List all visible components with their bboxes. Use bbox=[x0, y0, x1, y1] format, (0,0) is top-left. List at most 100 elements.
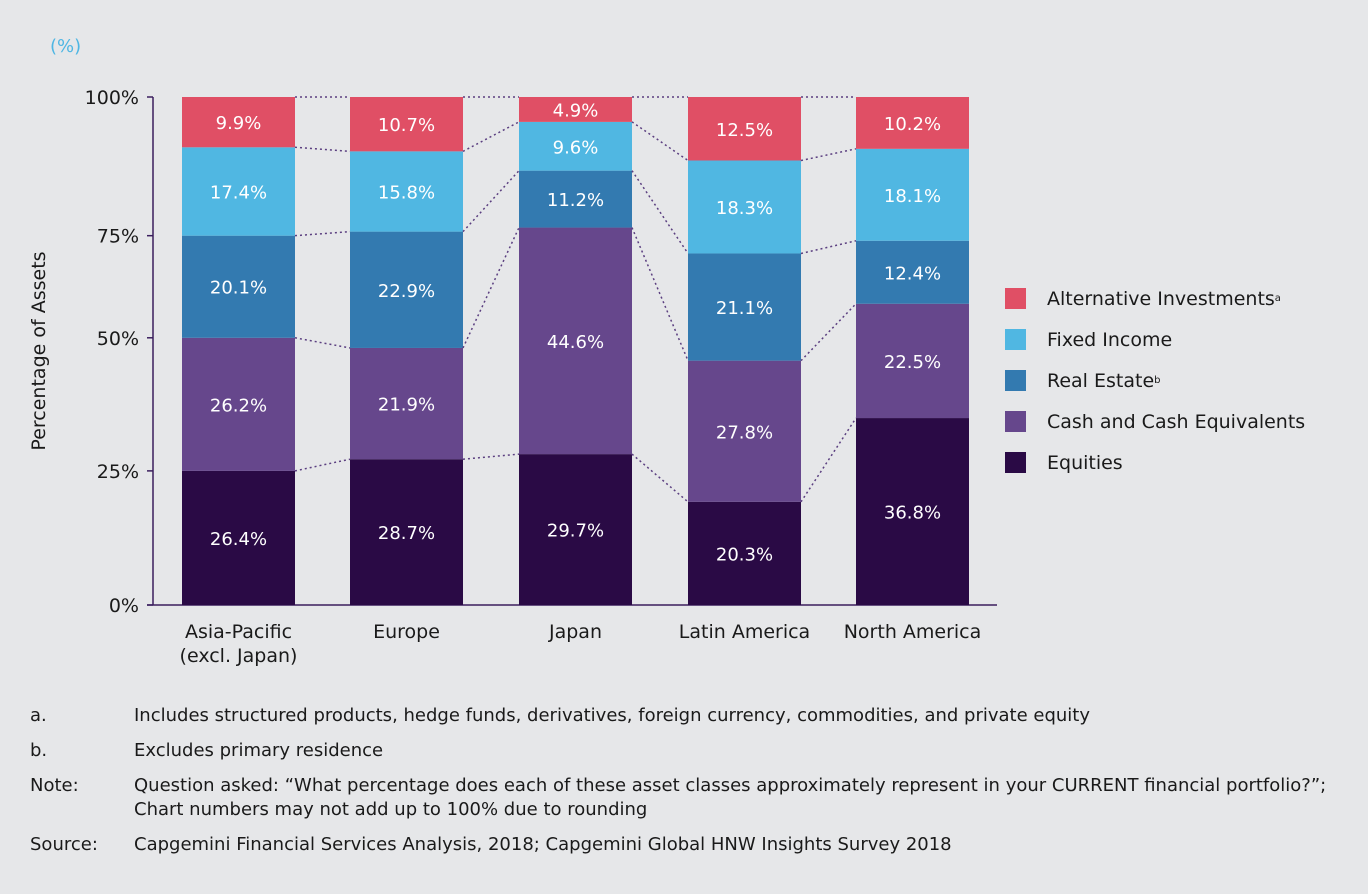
bar-segment bbox=[688, 160, 801, 254]
footnote-source: Source: Capgemini Financial Services Anal… bbox=[30, 833, 1334, 857]
connector-line bbox=[800, 240, 857, 255]
bar-segment bbox=[856, 418, 969, 605]
connector-line bbox=[631, 170, 689, 254]
data-label: 36.8% bbox=[884, 503, 941, 524]
connector-line bbox=[631, 453, 689, 503]
connector-line bbox=[800, 303, 857, 362]
y-tick-label: 50% bbox=[97, 328, 139, 350]
bar-segment bbox=[519, 170, 632, 228]
x-tick-label: Asia-Pacific bbox=[185, 621, 292, 643]
bar-segment bbox=[350, 151, 463, 232]
connector-line bbox=[462, 453, 520, 460]
bar-segment bbox=[519, 454, 632, 605]
bar-segment bbox=[350, 459, 463, 605]
footnotes: a. Includes structured products, hedge fu… bbox=[30, 704, 1334, 868]
bar-segment bbox=[350, 347, 463, 460]
connector-line bbox=[462, 121, 520, 153]
legend-swatch bbox=[1005, 329, 1026, 350]
legend-label: Alternative Investments bbox=[1047, 287, 1275, 310]
data-label: 21.1% bbox=[716, 298, 773, 319]
connector-line bbox=[800, 148, 857, 162]
footnote-a: a. Includes structured products, hedge fu… bbox=[30, 704, 1334, 728]
legend-item-real-estate: Real Estate b bbox=[1005, 360, 1305, 401]
data-label: 22.5% bbox=[884, 352, 941, 373]
connector-line bbox=[631, 121, 689, 162]
data-label: 9.6% bbox=[553, 137, 599, 158]
data-label: 22.9% bbox=[378, 281, 435, 302]
footnote-text: Excludes primary residence bbox=[134, 740, 384, 761]
data-label: 29.7% bbox=[547, 521, 604, 542]
data-label: 10.2% bbox=[884, 114, 941, 135]
data-label: 4.9% bbox=[553, 100, 599, 121]
footnote-b: b. Excludes primary residence bbox=[30, 739, 1334, 763]
bar-segment bbox=[182, 337, 295, 471]
legend-label: Cash and Cash Equivalents bbox=[1047, 410, 1306, 433]
footnote-key: Note: bbox=[30, 775, 79, 796]
data-label: 17.4% bbox=[210, 182, 267, 203]
connector-line bbox=[462, 227, 520, 349]
connector-line bbox=[294, 458, 351, 472]
y-tick-label: 100% bbox=[85, 87, 139, 109]
data-label: 18.1% bbox=[884, 186, 941, 207]
bar-segment bbox=[350, 231, 463, 348]
legend-sup: b bbox=[1154, 375, 1161, 386]
footnote-note: Note: Question asked: “What percentage do… bbox=[30, 774, 1334, 822]
y-tick-label: 0% bbox=[109, 595, 139, 617]
footnote-key: Source: bbox=[30, 834, 98, 855]
y-tick-label: 75% bbox=[97, 226, 139, 248]
legend-label: Real Estate bbox=[1047, 369, 1155, 392]
bar-segment bbox=[350, 97, 463, 152]
legend-item-cash: Cash and Cash Equivalents bbox=[1005, 401, 1305, 442]
data-label: 44.6% bbox=[547, 332, 604, 353]
bar-segment bbox=[688, 253, 801, 361]
x-tick-label: Japan bbox=[548, 621, 602, 643]
data-label: 9.9% bbox=[216, 113, 262, 134]
footnote-text: Capgemini Financial Services Analysis, 2… bbox=[134, 834, 952, 855]
data-label: 26.4% bbox=[210, 529, 267, 550]
legend-sup: a bbox=[1274, 293, 1281, 304]
legend-swatch bbox=[1005, 288, 1026, 309]
data-label: 11.2% bbox=[547, 190, 604, 211]
legend-item-fixed-income: Fixed Income bbox=[1005, 319, 1305, 360]
bar-segment bbox=[856, 240, 969, 304]
bar-segment bbox=[688, 97, 801, 161]
legend-swatch bbox=[1005, 452, 1026, 473]
y-axis-title: Percentage of Assets bbox=[28, 251, 50, 450]
data-label: 18.3% bbox=[716, 198, 773, 219]
data-label: 27.8% bbox=[716, 422, 773, 443]
bar-segment bbox=[182, 147, 295, 236]
bar-segment bbox=[688, 360, 801, 502]
bar-segment bbox=[519, 121, 632, 171]
legend: Alternative Investments a Fixed Income Re… bbox=[1005, 278, 1305, 483]
connector-line bbox=[631, 227, 689, 361]
x-tick-label: (excl. Japan) bbox=[180, 645, 298, 667]
connector-line bbox=[462, 170, 520, 233]
bar-segment bbox=[519, 97, 632, 122]
legend-item-equities: Equities bbox=[1005, 442, 1305, 483]
x-tick-label: North America bbox=[844, 621, 982, 643]
legend-swatch bbox=[1005, 411, 1026, 432]
x-tick-label: Latin America bbox=[679, 621, 810, 643]
bar-segment bbox=[856, 97, 969, 149]
footnote-text: Question asked: “What percentage does ea… bbox=[134, 775, 1327, 820]
bar-segment bbox=[856, 148, 969, 241]
bar-segment bbox=[182, 97, 295, 148]
x-tick-label: Europe bbox=[373, 621, 440, 643]
footnote-key: a. bbox=[30, 705, 47, 726]
data-label: 28.7% bbox=[378, 523, 435, 544]
bar-segment bbox=[856, 303, 969, 419]
data-label: 12.4% bbox=[884, 263, 941, 284]
connector-line bbox=[800, 417, 857, 503]
legend-item-alternative-investments: Alternative Investments a bbox=[1005, 278, 1305, 319]
stacked-bar-chart: 0% 25% 50% 75% 100% Percentage of Assets 26.4%… bbox=[28, 87, 997, 667]
data-label: 21.9% bbox=[378, 395, 435, 416]
footnote-text: Includes structured products, hedge fund… bbox=[134, 705, 1091, 726]
connector-line bbox=[294, 146, 351, 153]
data-label: 15.8% bbox=[378, 182, 435, 203]
y-tick-label: 25% bbox=[97, 461, 139, 483]
bar-segment bbox=[182, 470, 295, 605]
connector-line bbox=[294, 337, 351, 349]
legend-label: Equities bbox=[1047, 451, 1123, 474]
footnote-key: b. bbox=[30, 740, 48, 761]
data-label: 26.2% bbox=[210, 395, 267, 416]
